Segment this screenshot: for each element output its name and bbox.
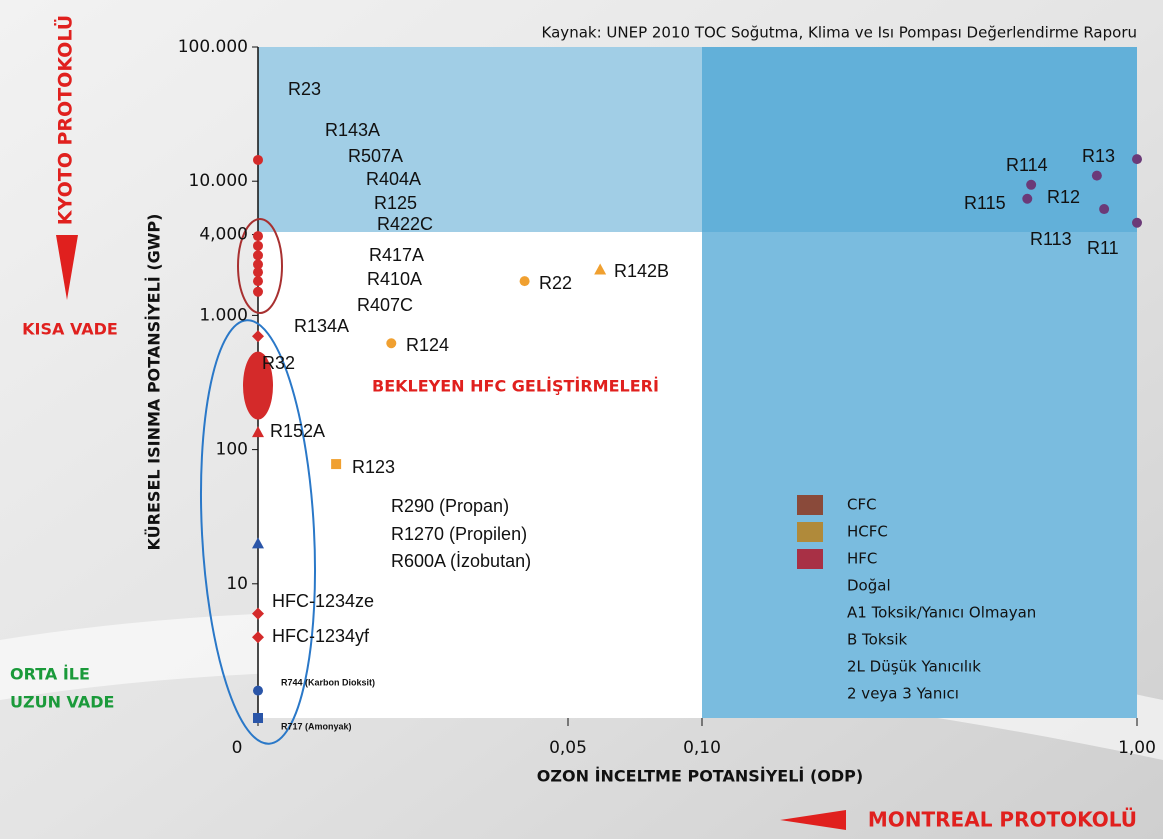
- annotation: BEKLEYEN HFC GELİŞTİRMELERİ: [372, 377, 659, 396]
- point: [1099, 204, 1109, 214]
- y-tick-label: 100: [216, 440, 248, 460]
- annotation: R422C: [377, 214, 433, 234]
- annotation: R142B: [614, 261, 669, 281]
- annotation: R123: [352, 457, 395, 477]
- annotation: R290 (Propan): [391, 496, 509, 516]
- x-tick-label: 0,05: [549, 738, 587, 758]
- kyoto-label: KYOTO PROTOKOLÜ: [53, 15, 77, 225]
- point: [1092, 171, 1102, 181]
- point: [1132, 218, 1142, 228]
- y-axis-label: KÜRESEL ISINMA POTANSİYELİ (GWP): [145, 214, 164, 551]
- point: [253, 287, 263, 297]
- legend-swatch: [797, 522, 823, 542]
- chart: Kaynak: UNEP 2010 TOC Soğutma, Klima ve …: [0, 0, 1163, 839]
- annotation: R113: [1030, 229, 1072, 249]
- y-tick-label: 1.000: [199, 305, 248, 325]
- source: Kaynak: UNEP 2010 TOC Soğutma, Klima ve …: [542, 24, 1137, 42]
- x-axis-label: OZON İNCELTME POTANSİYELİ (ODP): [537, 767, 863, 786]
- point: [253, 241, 263, 251]
- legend-label: Doğal: [847, 577, 891, 595]
- annotation: R717 (Amonyak): [281, 721, 352, 731]
- x-tick-label: 0: [232, 738, 243, 758]
- point: [253, 231, 263, 241]
- legend-note: B Toksik: [847, 631, 908, 649]
- annotation: R507A: [348, 146, 403, 166]
- point: [253, 686, 263, 696]
- point: [253, 713, 263, 723]
- point: [253, 267, 263, 277]
- annotation: R143A: [325, 120, 380, 140]
- annotation: R407C: [357, 295, 413, 315]
- annotation: HFC-1234ze: [272, 591, 374, 611]
- x-tick-label: 0,10: [683, 738, 721, 758]
- annotation: R22: [539, 273, 572, 293]
- legend-note: 2L Düşük Yanıcılık: [847, 658, 981, 676]
- annotation: R114: [1006, 155, 1048, 175]
- annotation: R744 (Karbon Dioksit): [281, 677, 375, 687]
- y-tick-label: 100.000: [178, 37, 248, 57]
- point: [253, 155, 263, 165]
- x-tick-label: 1,00: [1118, 738, 1156, 758]
- annotation: R125: [374, 193, 417, 213]
- point: [331, 459, 341, 469]
- legend-label: CFC: [847, 496, 877, 514]
- point: [1022, 194, 1032, 204]
- annotation: R1270 (Propilen): [391, 524, 527, 544]
- y-tick-label: 4,000: [199, 225, 248, 245]
- long-term: ORTA İLE: [10, 665, 90, 684]
- annotation: R404A: [366, 169, 421, 189]
- annotation: HFC-1234yf: [272, 626, 370, 646]
- point: [520, 276, 530, 286]
- legend-label: HCFC: [847, 523, 888, 541]
- short-term: KISA VADE: [22, 320, 118, 339]
- annotation: R152A: [270, 421, 325, 441]
- annotation: R115: [964, 193, 1006, 213]
- long-term: UZUN VADE: [10, 693, 114, 712]
- y-tick-label: 10: [226, 574, 248, 594]
- point: [386, 338, 396, 348]
- y-tick-label: 10.000: [189, 171, 248, 191]
- annotation: R23: [288, 79, 321, 99]
- legend-swatch: [797, 549, 823, 569]
- point: [1132, 154, 1142, 164]
- legend-note: 2 veya 3 Yanıcı: [847, 685, 959, 703]
- annotation: R124: [406, 335, 449, 355]
- annotation: R600A (İzobutan): [391, 551, 531, 571]
- annotation: R417A: [369, 245, 424, 265]
- annotation: R12: [1047, 187, 1080, 207]
- point: [253, 276, 263, 286]
- legend-note: A1 Toksik/Yanıcı Olmayan: [847, 604, 1036, 622]
- legend-swatch: [797, 495, 823, 515]
- annotation: R32: [262, 353, 295, 373]
- annotation: R134A: [294, 316, 349, 336]
- annotation: R11: [1087, 238, 1119, 258]
- point: [253, 250, 263, 260]
- montreal-label: MONTREAL PROTOKOLÜ: [868, 808, 1137, 832]
- legend-label: HFC: [847, 550, 877, 568]
- point: [1026, 180, 1036, 190]
- annotation: R13: [1082, 146, 1115, 166]
- annotation: R410A: [367, 269, 422, 289]
